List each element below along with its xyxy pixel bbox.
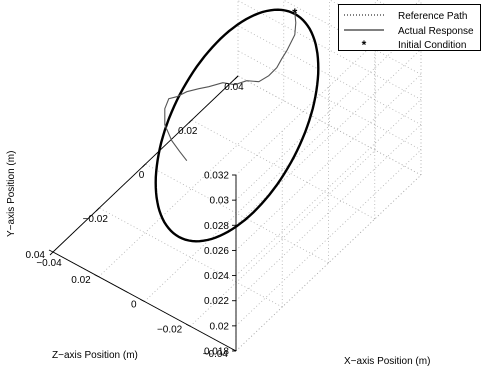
actual-response-transient bbox=[164, 12, 297, 162]
z-tick-label: 0.02 bbox=[71, 275, 91, 286]
x-tick-mark bbox=[188, 119, 193, 124]
y-tick-label: 0.032 bbox=[204, 171, 229, 182]
legend-initial-condition-label: Initial Condition bbox=[398, 40, 466, 51]
z-tick-mark bbox=[94, 274, 99, 278]
x-tick-mark bbox=[142, 163, 146, 168]
y-tick-label: 0.02 bbox=[210, 321, 230, 332]
grid-layer bbox=[52, 0, 422, 352]
z-tick-label: 0 bbox=[131, 300, 137, 311]
z-tick-mark bbox=[48, 249, 54, 253]
grid-line-floor-z bbox=[144, 125, 330, 302]
grid-line-back-y bbox=[235, 74, 422, 251]
legend-initial-condition-marker: * bbox=[362, 38, 367, 52]
tick-labels: −0.04−0.0200.020.04−0.04−0.0200.020.040.… bbox=[26, 82, 245, 360]
z-axis-label: Z−axis Position (m) bbox=[52, 350, 138, 361]
y-tick-label: 0.028 bbox=[204, 221, 229, 232]
y-tick-label: 0.026 bbox=[204, 246, 229, 257]
y-tick-label: 0.03 bbox=[210, 196, 230, 207]
legend-box bbox=[338, 4, 481, 51]
grid-line-floor-z bbox=[98, 100, 285, 278]
x-tick-label: 0 bbox=[139, 170, 145, 181]
z-tick-mark bbox=[186, 323, 191, 327]
x-tick-mark bbox=[49, 251, 54, 256]
grid-line-floor-x bbox=[145, 163, 329, 264]
x-tick-label: 0.04 bbox=[224, 82, 244, 93]
z-tick-label: −0.02 bbox=[157, 324, 183, 335]
x-tick-label: −0.02 bbox=[83, 214, 109, 225]
legend-actual-response-label: Actual Response bbox=[398, 26, 474, 37]
grid-line-back-y bbox=[235, 48, 422, 226]
x-tick-label: 0.02 bbox=[178, 126, 198, 137]
x-axis-label: X−axis Position (m) bbox=[344, 356, 430, 367]
actual-response-orbit bbox=[154, 8, 320, 243]
data-layer: * bbox=[154, 6, 320, 243]
axes-box bbox=[48, 75, 239, 352]
y-tick-label: 0.018 bbox=[204, 347, 229, 358]
grid-line-floor-z bbox=[189, 149, 376, 327]
grid-line-back-y bbox=[235, 99, 422, 276]
initial-condition-marker: * bbox=[292, 6, 298, 21]
x-tick-mark bbox=[234, 75, 239, 80]
z-tick-mark bbox=[140, 299, 145, 302]
z-tick-label: 0.04 bbox=[26, 250, 46, 261]
grid-line-floor-z bbox=[235, 174, 422, 352]
legend: Reference Path Actual Response * Initial… bbox=[338, 4, 481, 52]
y-tick-label: 0.024 bbox=[204, 271, 229, 282]
y-axis-label: Y−axis Position (m) bbox=[6, 151, 17, 237]
y-tick-label: 0.022 bbox=[204, 296, 229, 307]
legend-reference-path-label: Reference Path bbox=[398, 11, 468, 22]
z-tick-label: −0.04 bbox=[203, 349, 229, 360]
grid-line-back-y bbox=[235, 0, 421, 176]
grid-line-back-y bbox=[235, 124, 422, 302]
x-tick-mark bbox=[95, 207, 100, 212]
x-tick-label: −0.04 bbox=[36, 258, 62, 269]
grid-line-back-y bbox=[235, 23, 422, 201]
grid-line-back-y bbox=[235, 149, 422, 327]
